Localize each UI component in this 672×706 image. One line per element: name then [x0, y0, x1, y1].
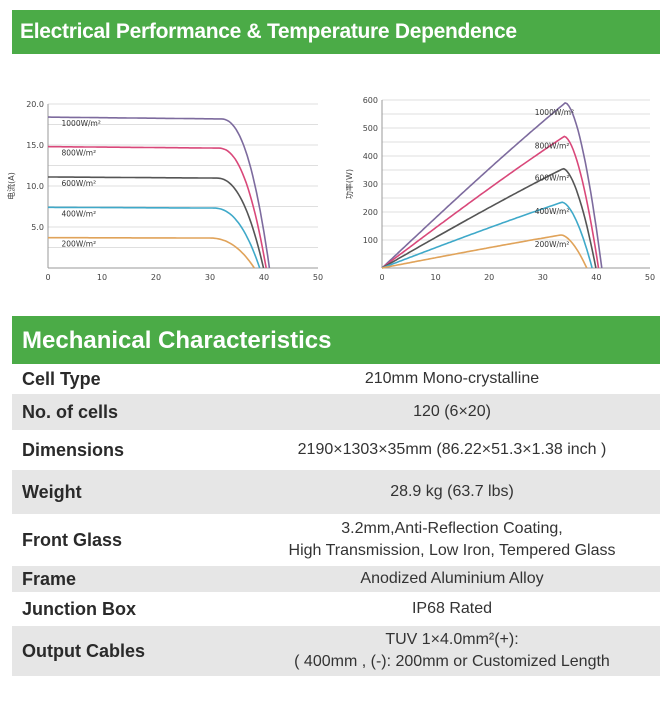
x-tick-label: 50 [645, 273, 655, 282]
pv-curve-chart: 0 10 20 30 40 50 100 200 300 400 500 600 功率(W) 1000W/… [344, 86, 660, 295]
spec-value-line: High Transmission, Low Iron, Tempered Gl… [288, 542, 616, 559]
series-line [48, 176, 265, 269]
y-tick-label: 500 [363, 124, 378, 133]
spec-value: TUV 1×4.0mm²(+): ( 400mm , (-): 200mm or … [244, 626, 660, 676]
iv-curve-svg: 0 10 20 30 40 50 5.0 10.0 15.0 20.0 电流(A) 1000W/m² 8… [6, 100, 323, 282]
x-tick-label: 10 [97, 273, 107, 282]
spec-value-line: TUV 1×4.0mm²(+): [385, 631, 519, 648]
series-line [47, 145, 267, 269]
series-line [381, 135, 600, 269]
spec-row: Dimensions 2190×1303×35mm (86.22×51.3×1.3… [12, 430, 660, 470]
series-label: 600W/m² [535, 174, 570, 183]
spec-row: Output Cables TUV 1×4.0mm²(+): ( 400mm , (… [12, 626, 660, 676]
series-line [48, 236, 255, 269]
series-label: 200W/m² [62, 240, 97, 249]
series-label: 800W/m² [535, 141, 570, 150]
spec-label: Weight [12, 470, 244, 514]
spec-label: Dimensions [22, 439, 125, 460]
spec-label: No. of cells [12, 394, 244, 430]
spec-value-line: IP68 Rated [411, 600, 493, 617]
y-tick-label: 400 [363, 152, 378, 161]
series-label: 200W/m² [535, 240, 570, 249]
mechanical-table: Cell Type 210mm Mono-crystalline No. of ce… [12, 364, 660, 676]
x-tick-label: 20 [151, 273, 161, 282]
series-line [48, 206, 261, 269]
spec-value: 210mm Mono-crystalline [244, 364, 660, 394]
series-label: 1000W/m² [62, 119, 101, 128]
y-tick-label: 10.0 [26, 182, 44, 191]
x-tick-label: 50 [313, 273, 323, 282]
series-label: 800W/m² [62, 149, 97, 158]
series-label: 400W/m² [62, 209, 97, 218]
spec-value-line: 3.2mm,Anti-Reflection Coating, [341, 520, 563, 537]
spec-value-line: 120 (6×20) [413, 403, 491, 420]
series-line [381, 201, 593, 269]
spec-row: Front Glass 3.2mm,Anti-Reflection Coating… [12, 514, 660, 566]
x-tick-label: 30 [205, 273, 215, 282]
x-tick-label: 20 [484, 273, 494, 282]
x-tick-label: 40 [591, 273, 601, 282]
mechanical-characteristics-heading: Mechanical Characteristics [12, 316, 660, 364]
x-tick-label: 0 [45, 273, 50, 282]
y-tick-label: 15.0 [26, 141, 44, 150]
spec-row: No. of cells 120 (6×20) [12, 394, 660, 430]
y-tick-label: 20.0 [26, 100, 44, 109]
spec-label: Front Glass [22, 529, 123, 550]
spec-label: Cell Type [22, 368, 101, 389]
x-tick-label: 30 [538, 273, 548, 282]
y-axis-label: 电流(A) [6, 172, 16, 200]
spec-row: Junction Box IP68 Rated [12, 592, 660, 626]
series-label: 1000W/m² [535, 108, 574, 117]
series-line [48, 116, 271, 269]
y-tick-label: 200 [363, 208, 378, 217]
spec-value: 3.2mm,Anti-Reflection Coating, High Trans… [244, 514, 660, 566]
spec-value-line: ( 400mm , (-): 200mm or Customized Lengt… [294, 653, 610, 670]
series-line [381, 234, 588, 269]
spec-row: Weight 28.9 kg (63.7 lbs) [12, 470, 660, 514]
series-label: 400W/m² [535, 207, 570, 216]
y-tick-label: 300 [363, 180, 378, 189]
series-line [381, 101, 603, 269]
spec-value-line: 28.9 kg (63.7 lbs) [390, 483, 514, 500]
spec-row: Cell Type 210mm Mono-crystalline [12, 364, 660, 394]
y-tick-label: 100 [363, 236, 378, 245]
spec-row: Frame Anodized Aluminium Alloy [12, 566, 660, 592]
pv-curve-svg: 0 10 20 30 40 50 100 200 300 400 500 600 功率(W) 1000W/… [344, 96, 655, 282]
x-tick-label: 0 [379, 273, 384, 282]
spec-label: Frame [12, 566, 244, 592]
series-line [381, 167, 597, 269]
x-tick-label: 10 [431, 273, 441, 282]
spec-value: 120 (6×20) [244, 394, 660, 430]
spec-value: Anodized Aluminium Alloy [244, 566, 660, 592]
spec-value: IP68 Rated [244, 592, 660, 626]
y-tick-label: 600 [363, 96, 378, 105]
spec-value-line: 2190×1303×35mm (86.22×51.3×1.38 inch ) [297, 441, 607, 458]
series-label: 600W/m² [62, 179, 97, 188]
electrical-performance-heading: Electrical Performance & Temperature Dep… [12, 10, 660, 54]
iv-curve-chart: 0 10 20 30 40 50 5.0 10.0 15.0 20.0 电流(A) 1000W/m² 8… [4, 88, 330, 293]
spec-label: Output Cables [12, 626, 244, 676]
y-tick-label: 5.0 [31, 223, 44, 232]
spec-value-line: Anodized Aluminium Alloy [360, 570, 544, 587]
spec-value: 28.9 kg (63.7 lbs) [244, 470, 660, 514]
spec-value: 2190×1303×35mm (86.22×51.3×1.38 inch ) [244, 430, 660, 470]
y-axis-label: 功率(W) [346, 169, 354, 199]
x-tick-label: 40 [259, 273, 269, 282]
spec-label: Junction Box [22, 598, 137, 619]
spec-value-line: 210mm Mono-crystalline [364, 370, 540, 387]
